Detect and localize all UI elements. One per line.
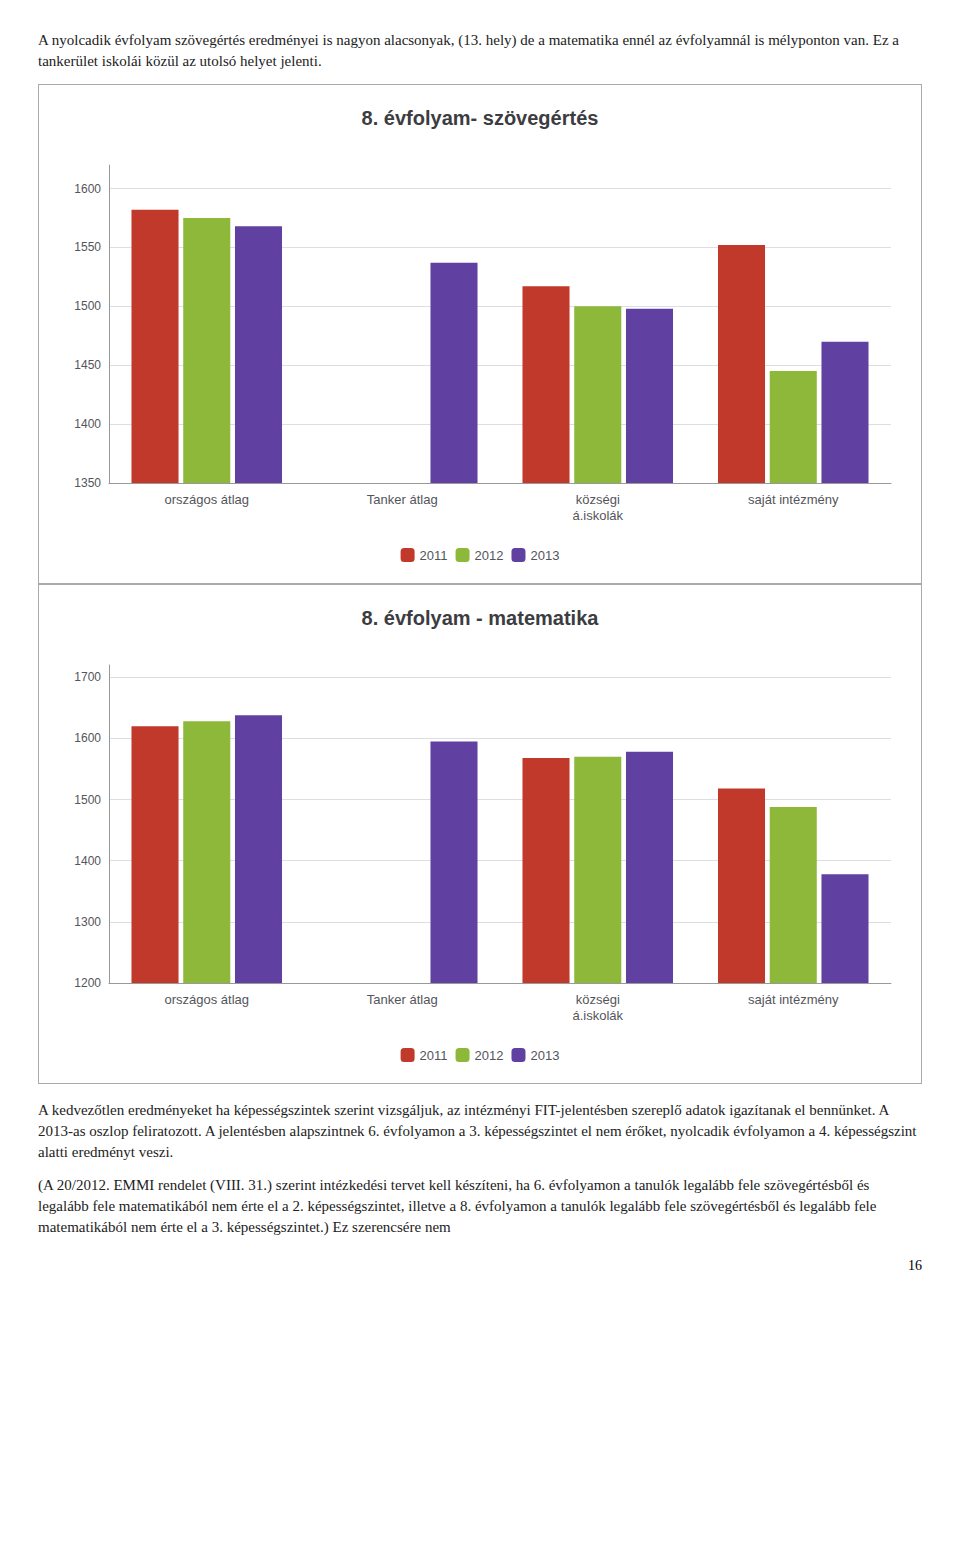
svg-text:1300: 1300	[74, 915, 101, 929]
svg-text:2013: 2013	[530, 548, 559, 563]
html-text:A nyolcadik évfolyam szövegért: A nyolcadik évfolyam szövegértés eredmén…	[38, 32, 899, 69]
svg-text:8. évfolyam - matematika: 8. évfolyam - matematika	[362, 607, 600, 629]
svg-text:2013: 2013	[530, 1048, 559, 1063]
svg-text:1500: 1500	[74, 299, 101, 313]
svg-text:országos átlag: országos átlag	[164, 992, 249, 1007]
svg-text:2012: 2012	[475, 548, 504, 563]
svg-text:8. évfolyam- szövegértés: 8. évfolyam- szövegértés	[362, 107, 599, 129]
svg-text:1350: 1350	[74, 476, 101, 490]
svg-text:községi: községi	[576, 992, 620, 1007]
svg-text:1400: 1400	[74, 854, 101, 868]
svg-text:á.iskolák: á.iskolák	[572, 508, 623, 523]
html-text:A kedvezőtlen eredményeket ha: A kedvezőtlen eredményeket ha képességsz…	[38, 1102, 917, 1160]
svg-text:2011: 2011	[420, 1048, 448, 1063]
svg-text:1200: 1200	[74, 976, 101, 990]
svg-text:Tanker átlag: Tanker átlag	[367, 492, 438, 507]
svg-text:1550: 1550	[74, 240, 101, 254]
svg-text:saját intézmény: saját intézmény	[748, 992, 839, 1007]
svg-text:Tanker átlag: Tanker átlag	[367, 992, 438, 1007]
svg-text:2011: 2011	[420, 548, 448, 563]
svg-text:községi: községi	[576, 492, 620, 507]
svg-text:2012: 2012	[475, 1048, 504, 1063]
svg-text:1450: 1450	[74, 358, 101, 372]
svg-text:1600: 1600	[74, 731, 101, 745]
html-text:16: 16	[908, 1258, 922, 1273]
svg-text:országos átlag: országos átlag	[164, 492, 249, 507]
svg-text:1500: 1500	[74, 793, 101, 807]
svg-text:1700: 1700	[74, 670, 101, 684]
svg-text:1400: 1400	[74, 417, 101, 431]
svg-text:1600: 1600	[74, 182, 101, 196]
html-text:(A 20/2012. EMMI rendelet (VII: (A 20/2012. EMMI rendelet (VIII. 31.) sz…	[38, 1177, 877, 1235]
svg-text:á.iskolák: á.iskolák	[572, 1008, 623, 1023]
svg-text:saját intézmény: saját intézmény	[748, 492, 839, 507]
